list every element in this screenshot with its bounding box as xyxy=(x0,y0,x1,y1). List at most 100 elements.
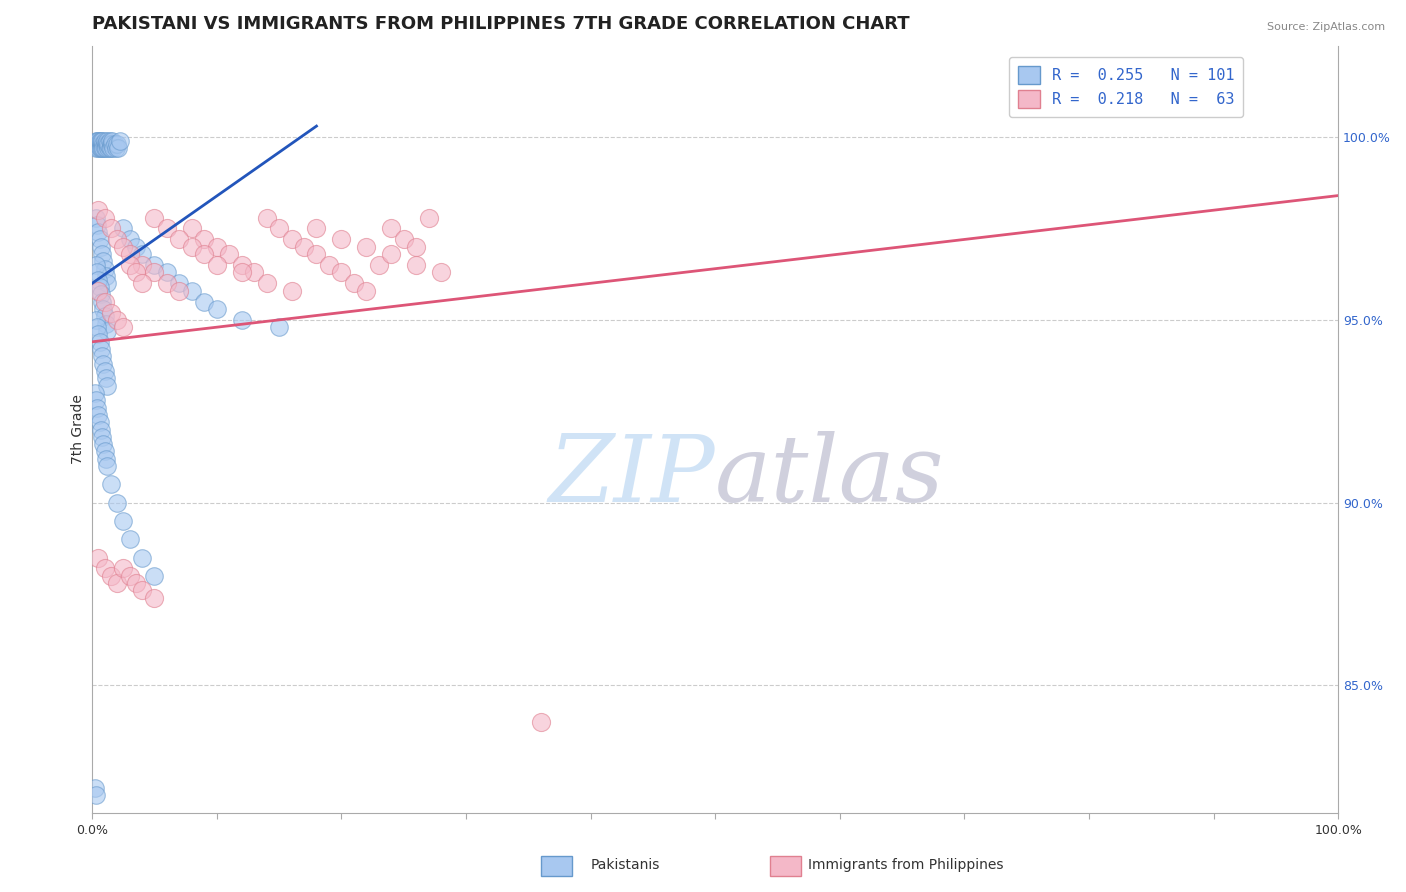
Point xyxy=(96,378,118,392)
Point xyxy=(96,324,118,338)
Point xyxy=(87,284,110,298)
Point xyxy=(193,247,215,261)
Point xyxy=(90,423,112,437)
Text: Pakistanis: Pakistanis xyxy=(591,858,659,872)
Point xyxy=(87,273,110,287)
Point xyxy=(93,357,115,371)
Point xyxy=(112,320,135,334)
Point xyxy=(118,258,141,272)
Point xyxy=(318,258,340,272)
Text: Source: ZipAtlas.com: Source: ZipAtlas.com xyxy=(1267,22,1385,32)
Point xyxy=(91,137,114,152)
Point xyxy=(193,232,215,246)
Text: atlas: atlas xyxy=(716,431,945,521)
Point xyxy=(169,232,191,246)
Point xyxy=(105,496,128,510)
Point xyxy=(131,277,153,291)
Point xyxy=(86,137,108,152)
Point xyxy=(98,134,121,148)
Point xyxy=(343,277,366,291)
Point xyxy=(83,137,105,152)
Point xyxy=(180,221,202,235)
Point xyxy=(90,141,112,155)
Point xyxy=(418,211,440,225)
Point xyxy=(91,141,114,155)
Text: Immigrants from Philippines: Immigrants from Philippines xyxy=(808,858,1004,872)
Point xyxy=(108,134,131,148)
Point xyxy=(112,514,135,528)
Point xyxy=(100,137,122,152)
Point xyxy=(243,265,266,279)
Point xyxy=(530,714,553,729)
Text: ZIP: ZIP xyxy=(548,431,716,521)
Point xyxy=(105,232,128,246)
Point xyxy=(89,232,111,246)
Point xyxy=(180,284,202,298)
Point xyxy=(156,265,179,279)
Point xyxy=(143,211,166,225)
Point xyxy=(86,218,108,232)
Point xyxy=(93,134,115,148)
Point xyxy=(193,294,215,309)
Point xyxy=(143,265,166,279)
Point xyxy=(205,258,228,272)
Point xyxy=(118,232,141,246)
Point xyxy=(96,277,118,291)
Point xyxy=(94,141,117,155)
Point xyxy=(91,247,114,261)
Point xyxy=(91,350,114,364)
Point xyxy=(107,141,129,155)
Point xyxy=(118,533,141,547)
Point xyxy=(131,583,153,598)
Point xyxy=(94,371,117,385)
Point xyxy=(156,277,179,291)
Point xyxy=(93,141,115,155)
Point xyxy=(91,134,114,148)
Point xyxy=(380,247,402,261)
Point xyxy=(169,284,191,298)
Point xyxy=(86,401,108,415)
Point xyxy=(93,310,115,324)
Point xyxy=(86,134,108,148)
Point xyxy=(89,137,111,152)
Point xyxy=(89,334,111,349)
Point xyxy=(131,258,153,272)
Point xyxy=(97,141,120,155)
Point xyxy=(125,240,148,254)
Point xyxy=(392,232,415,246)
Point xyxy=(89,280,111,294)
Point xyxy=(105,137,128,152)
Point xyxy=(112,221,135,235)
Point xyxy=(83,386,105,401)
Point xyxy=(100,477,122,491)
Point xyxy=(87,137,110,152)
Point xyxy=(86,320,108,334)
Legend: R =  0.255   N = 101, R =  0.218   N =  63: R = 0.255 N = 101, R = 0.218 N = 63 xyxy=(1010,57,1243,117)
Point xyxy=(131,550,153,565)
Point xyxy=(93,561,115,575)
Point xyxy=(91,430,114,444)
Point xyxy=(104,141,127,155)
Point xyxy=(93,211,115,225)
Point xyxy=(100,305,122,319)
Point xyxy=(84,134,107,148)
Point xyxy=(90,287,112,301)
Point xyxy=(90,137,112,152)
Point xyxy=(93,364,115,378)
Point xyxy=(89,134,111,148)
Point xyxy=(96,137,118,152)
Point xyxy=(94,451,117,466)
Point xyxy=(105,313,128,327)
Point xyxy=(280,284,302,298)
Point xyxy=(143,569,166,583)
Point xyxy=(205,240,228,254)
Point xyxy=(94,268,117,283)
Point xyxy=(87,134,110,148)
Point xyxy=(156,221,179,235)
Point xyxy=(256,211,278,225)
Point xyxy=(90,134,112,148)
Point xyxy=(143,591,166,605)
Point xyxy=(305,247,328,261)
Point xyxy=(84,788,107,802)
Point xyxy=(87,327,110,342)
